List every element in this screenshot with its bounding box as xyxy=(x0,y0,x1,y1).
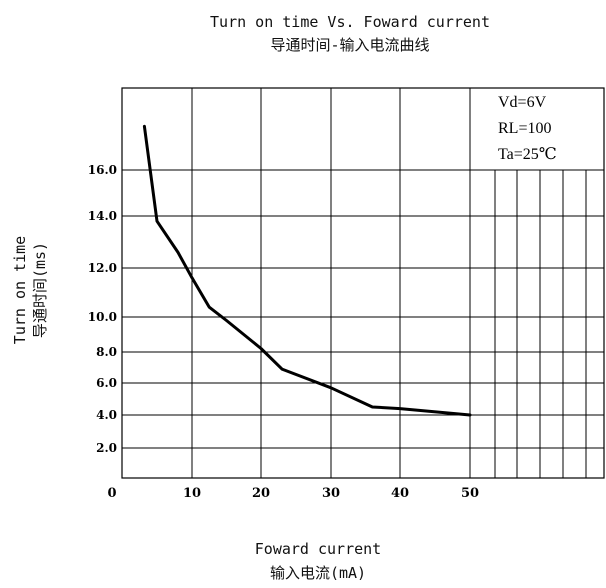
grid-lines xyxy=(122,88,604,478)
x-tick-label: 10 xyxy=(183,486,201,501)
plot-frame xyxy=(121,87,605,479)
y-tick-label: 2.0 xyxy=(96,441,117,455)
y-tick-label: 8.0 xyxy=(96,345,117,359)
x-tick-labels: 0 10 20 30 40 50 xyxy=(107,486,479,501)
y-tick-label: 6.0 xyxy=(96,376,117,390)
y-tick-label: 16.0 xyxy=(88,163,117,177)
condition-ta: Ta=25℃ xyxy=(498,146,557,163)
condition-rl: RL=100 xyxy=(498,120,551,137)
y-tick-label: 10.0 xyxy=(88,310,117,324)
x-tick-label: 40 xyxy=(391,486,409,501)
chart-title-line-1: Turn on time Vs. Foward current xyxy=(210,13,490,31)
y-axis-label-line-1: Turn on time xyxy=(11,236,29,344)
test-conditions: Vd=6V RL=100 Ta=25℃ xyxy=(498,94,557,163)
y-tick-labels: 2.0 4.0 6.0 8.0 10.0 12.0 14.0 16.0 xyxy=(88,163,117,455)
y-axis-label-line-2: 导通时间(ms) xyxy=(31,242,49,338)
chart-title-line-2: 导通时间-输入电流曲线 xyxy=(270,36,429,54)
x-axis-label-line-1: Foward current xyxy=(255,540,381,558)
y-axis-label: Turn on time 导通时间(ms) xyxy=(11,236,49,344)
y-tick-label: 4.0 xyxy=(96,408,117,422)
x-tick-label: 0 xyxy=(107,486,116,501)
condition-vd: Vd=6V xyxy=(498,94,547,111)
x-tick-label: 20 xyxy=(252,486,270,501)
x-axis-label-line-2: 输入电流(mA) xyxy=(270,564,366,582)
x-tick-label: 30 xyxy=(322,486,340,501)
x-tick-label: 50 xyxy=(461,486,479,501)
y-tick-label: 14.0 xyxy=(88,209,117,223)
y-tick-label: 12.0 xyxy=(88,261,117,275)
turn-on-time-curve xyxy=(142,124,472,417)
